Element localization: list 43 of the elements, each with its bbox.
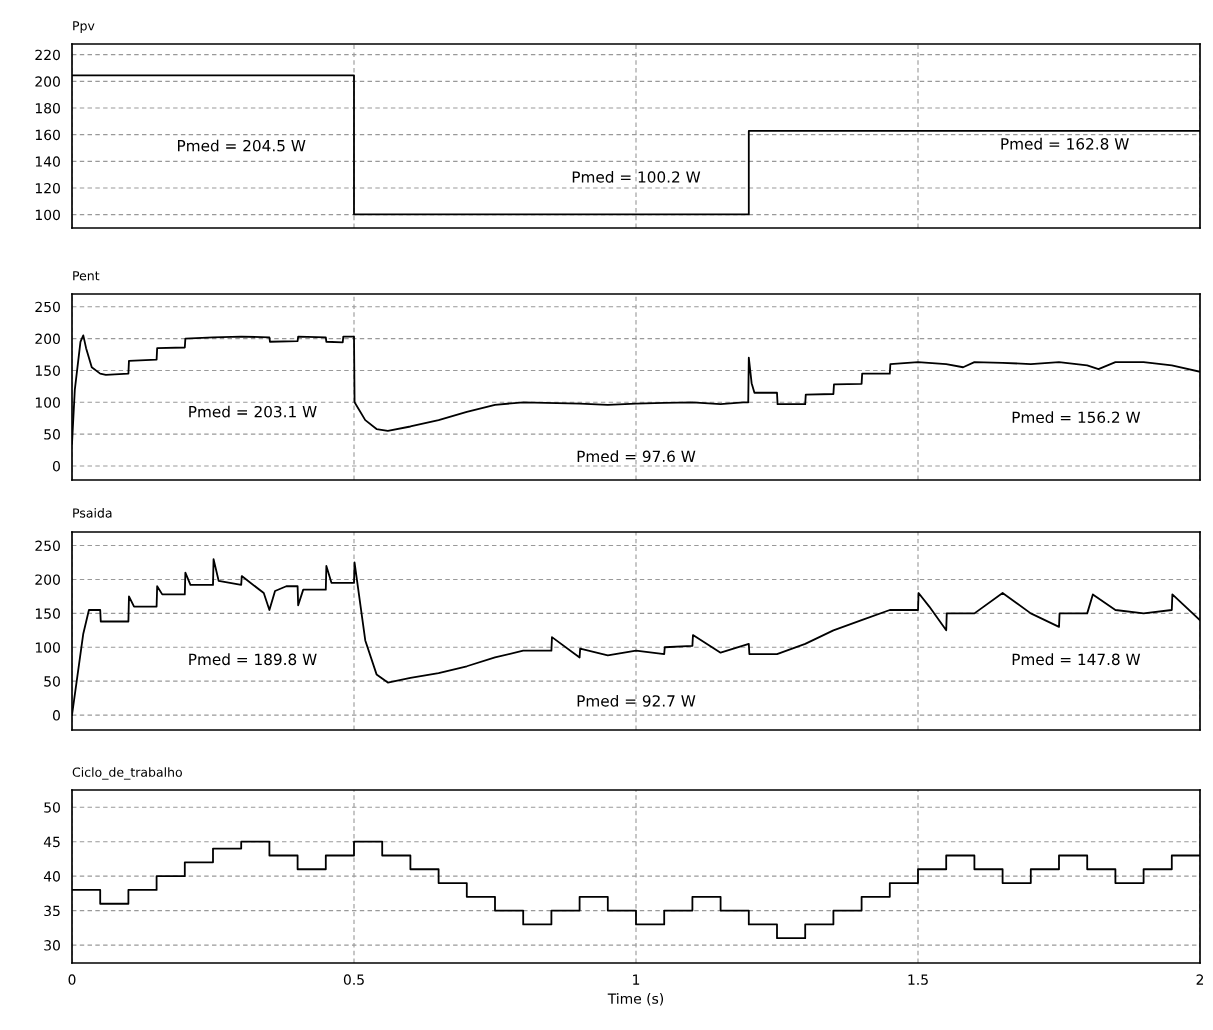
y-tick-label: 250 [35, 540, 60, 552]
y-tick-label: 50 [44, 429, 60, 440]
y-tick-label: 100 [35, 209, 60, 221]
annotation: Pmed = 147.8 W [1012, 653, 1141, 666]
x-tick-label: 0 [68, 974, 76, 985]
annotation: Pmed = 100.2 W [572, 170, 701, 183]
y-tick-label: 100 [35, 642, 60, 653]
annotation: Pmed = 97.6 W [577, 450, 696, 463]
y-tick-label: 0 [52, 460, 60, 472]
x-tick-label: 1.5 [908, 974, 928, 985]
y-tick-label: 150 [35, 365, 60, 376]
y-tick-label: 45 [43, 836, 60, 848]
y-tick-label: 30 [44, 940, 60, 951]
y-tick-label: 200 [35, 76, 60, 87]
annotation: Pmed = 92.7 W [577, 694, 696, 707]
annotation: Pmed = 203.1 W [189, 405, 317, 418]
y-tick-label: 140 [35, 156, 60, 167]
annotation: Pmed = 156.2 W [1012, 411, 1141, 424]
y-tick-label: 200 [35, 574, 60, 585]
y-tick-label: 150 [35, 608, 60, 619]
annotation: Pmed = 204.5 W [178, 139, 306, 152]
y-tick-label: 250 [35, 301, 60, 313]
y-tick-label: 220 [35, 49, 60, 61]
chart-title: Ppv [73, 21, 95, 33]
y-tick-label: 35 [44, 905, 60, 917]
x-tick-label: 0.5 [343, 974, 364, 985]
x-axis-title: Time (s) [607, 993, 664, 1006]
y-tick-label: 160 [35, 129, 60, 141]
x-tick-label: 1 [633, 974, 640, 985]
x-tick-label: 2 [1196, 974, 1204, 985]
y-tick-label: 100 [35, 397, 60, 408]
y-tick-label: 0 [52, 710, 60, 721]
y-tick-label: 50 [44, 802, 60, 813]
chart-title: Psaida [73, 508, 112, 518]
y-tick-label: 120 [35, 182, 60, 194]
annotation: Pmed = 189.8 W [189, 653, 317, 666]
y-tick-label: 200 [35, 333, 60, 345]
chart-title: Pent [73, 271, 100, 281]
y-tick-label: 180 [35, 102, 60, 114]
y-tick-label: 40 [43, 871, 60, 882]
y-tick-label: 50 [44, 676, 60, 687]
annotation: Pmed = 162.8 W [1001, 137, 1129, 150]
chart-title: Ciclo_de_trabalho [72, 767, 182, 780]
